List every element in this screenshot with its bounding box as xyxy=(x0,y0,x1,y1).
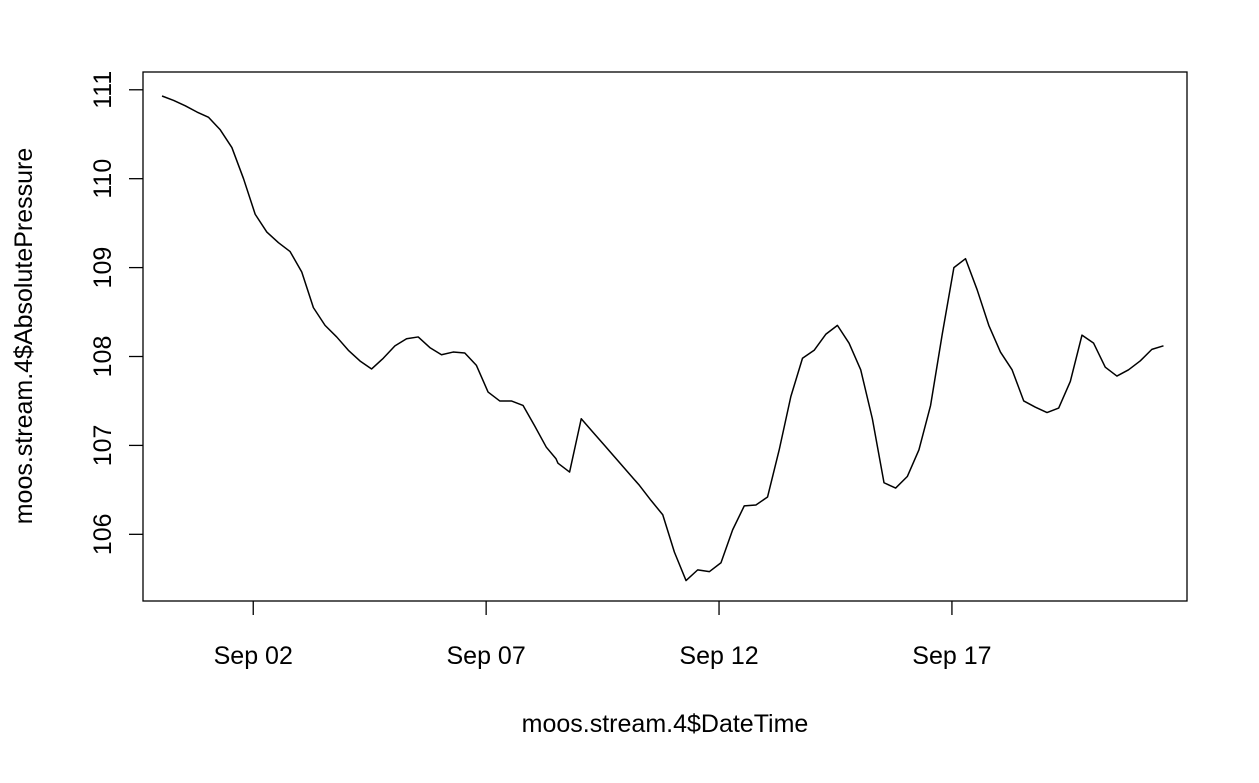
x-tick-label: Sep 12 xyxy=(679,642,758,670)
y-tick-label: 108 xyxy=(89,336,117,378)
y-tick-label: 111 xyxy=(89,71,117,109)
plot-frame xyxy=(142,71,1188,602)
y-tick-label: 107 xyxy=(89,425,117,467)
x-axis: Sep 02 Sep 07 Sep 12 Sep 17 xyxy=(214,601,992,670)
y-axis: 106 107 108 109 110 111 xyxy=(89,71,143,555)
x-tick-label: Sep 07 xyxy=(447,642,526,670)
y-tick-label: 110 xyxy=(89,159,117,199)
y-axis-label: moos.stream.4$AbsolutePressure xyxy=(10,148,38,525)
pressure-series-line xyxy=(161,95,1164,582)
x-tick-label: Sep 17 xyxy=(912,642,991,670)
y-tick-label: 106 xyxy=(89,513,117,555)
y-tick-label: 109 xyxy=(89,247,117,289)
x-axis-label: moos.stream.4$DateTime xyxy=(522,710,809,738)
x-tick-label: Sep 02 xyxy=(214,642,293,670)
